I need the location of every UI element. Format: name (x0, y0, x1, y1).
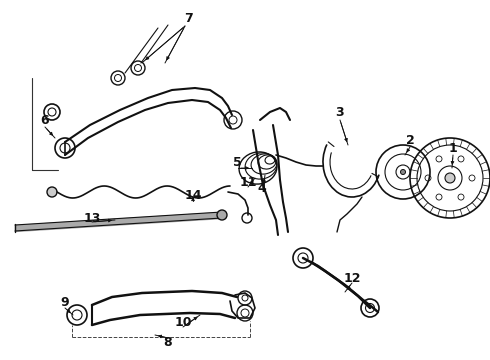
Text: 14: 14 (184, 189, 202, 202)
Text: 6: 6 (41, 113, 49, 126)
Circle shape (400, 170, 406, 175)
Circle shape (445, 173, 455, 183)
Circle shape (47, 187, 57, 197)
Text: 1: 1 (449, 141, 457, 154)
Text: 9: 9 (61, 296, 69, 309)
Text: 2: 2 (406, 134, 415, 147)
Text: 10: 10 (174, 315, 192, 328)
Text: 5: 5 (233, 156, 242, 168)
Circle shape (217, 210, 227, 220)
Text: 12: 12 (343, 271, 361, 284)
Text: 13: 13 (83, 212, 100, 225)
Text: 3: 3 (336, 105, 344, 118)
Text: 7: 7 (184, 12, 193, 24)
Text: 4: 4 (258, 181, 267, 194)
Text: 8: 8 (164, 336, 172, 348)
Text: 11: 11 (239, 176, 257, 189)
